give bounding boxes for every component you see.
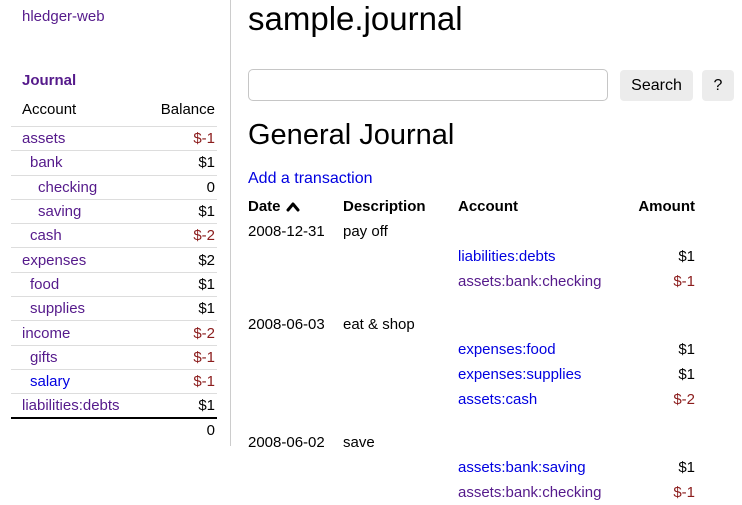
accounts-header-row: Account Balance [11,101,217,127]
account-row: cash $-2 [11,223,217,248]
account-row: food $1 [11,271,217,297]
account-row: liabilities:debts $1 [11,393,217,419]
sidebar: hledger-web Journal Account Balance asse… [0,0,230,481]
account-balance: $1 [146,393,217,419]
journal-tbody: 2008-12-31 pay off liabilities:debts $1 asse… [248,219,695,505]
account-balance: $1 [146,296,217,321]
accounts-total-row: 0 [11,417,217,443]
transaction-date: 2008-06-02 [248,434,325,451]
posting-account-link[interactable]: expenses:food [458,341,556,358]
posting-amount: $-1 [673,273,695,290]
journal-header-date[interactable]: Date [248,194,343,219]
account-link[interactable]: liabilities:debts [22,397,120,415]
account-row: income $-2 [11,320,217,346]
account-link[interactable]: income [22,324,71,342]
posting-account-link[interactable]: assets:bank:checking [458,484,602,501]
account-link[interactable]: cash [30,227,62,245]
account-row: saving $1 [11,198,217,224]
posting-row: assets:bank:checking $-1 [248,480,695,505]
account-link[interactable]: food [30,275,60,293]
account-link[interactable]: gifts [30,348,58,366]
posting-amount: $1 [678,366,695,383]
transaction-description: save [343,434,375,451]
journal-header-row: Date Description Account Amount [248,194,695,219]
account-link[interactable]: bank [30,154,63,172]
posting-row: expenses:supplies $1 [248,362,695,387]
account-link[interactable]: checking [38,178,98,196]
posting-row: expenses:food $1 [248,337,695,362]
account-balance: $-1 [146,125,217,151]
account-link[interactable]: supplies [30,300,86,318]
posting-amount: $-1 [673,484,695,501]
posting-account-link[interactable]: assets:bank:saving [458,459,586,476]
accounts-tbody: assets $-1 bank $1 checking 0 saving $1 cash $-2 e… [11,125,217,419]
main-content: sample.journal Search ? General Journal … [248,0,742,501]
accounts-balance-table: Account Balance assets $-1 bank $1 checking 0… [11,101,217,443]
search-input[interactable] [248,69,608,101]
accounts-header-account: Account [22,101,77,118]
account-row: bank $1 [11,150,217,176]
account-balance: 0 [146,174,217,200]
account-balance: $-1 [146,368,217,394]
search-help-button[interactable]: ? [702,70,734,101]
search-form: Search ? [248,68,742,102]
posting-row: liabilities:debts $1 [248,244,695,269]
account-balance: $-2 [146,223,217,248]
posting-account-link[interactable]: assets:bank:checking [458,273,602,290]
transaction-date: 2008-06-03 [248,316,325,333]
accounts-header-balance: Balance [160,101,215,118]
account-balance: $1 [146,150,217,176]
posting-row: assets:bank:saving $1 [248,455,695,480]
account-balance: $-1 [146,344,217,370]
section-title: General Journal [248,119,455,151]
transaction-description: pay off [343,223,388,240]
account-row: salary $-1 [11,368,217,394]
account-balance: $1 [146,271,217,297]
posting-account-link[interactable]: expenses:supplies [458,366,582,383]
account-link[interactable]: expenses [22,251,87,269]
account-row: gifts $-1 [11,344,217,370]
posting-row: assets:bank:checking $-1 [248,269,695,294]
app-home-link[interactable]: hledger-web [22,8,105,25]
sidebar-divider [230,0,231,446]
account-link[interactable]: assets [22,130,66,148]
posting-amount: $1 [678,341,695,358]
account-link[interactable]: saving [38,203,82,221]
transaction-title-row: 2008-12-31 pay off [248,219,695,244]
search-button[interactable]: Search [620,70,693,101]
account-balance: $2 [146,247,217,273]
account-balance: $1 [146,198,217,224]
posting-account-link[interactable]: liabilities:debts [458,248,556,265]
account-row: supplies $1 [11,296,217,321]
journal-header-account[interactable]: Account [458,198,518,215]
posting-account-link[interactable]: assets:cash [458,391,538,408]
transaction-description: eat & shop [343,316,415,333]
posting-row: assets:cash $-2 [248,387,695,412]
account-row: expenses $2 [11,247,217,273]
account-row: checking 0 [11,174,217,200]
transaction-spacer [248,294,695,312]
posting-amount: $1 [678,248,695,265]
journal-header-description[interactable]: Description [343,198,426,215]
transaction-title-row: 2008-06-02 save [248,430,695,455]
add-transaction-link[interactable]: Add a transaction [248,170,373,187]
posting-amount: $-2 [673,391,695,408]
account-row: assets $-1 [11,125,217,151]
account-balance: $-2 [146,320,217,346]
sort-ascending-icon [286,199,300,216]
sidebar-item-journal[interactable]: Journal [22,72,77,89]
journal-header-amount[interactable]: Amount [638,198,695,215]
journal-table: Date Description Account Amount 2008-12-… [248,194,695,505]
transaction-spacer [248,412,695,430]
account-link[interactable]: salary [30,373,71,391]
page-title: sample.journal [248,0,463,37]
posting-amount: $1 [678,459,695,476]
transaction-title-row: 2008-06-03 eat & shop [248,312,695,337]
transaction-date: 2008-12-31 [248,223,325,240]
accounts-total-value: 0 [146,417,217,443]
